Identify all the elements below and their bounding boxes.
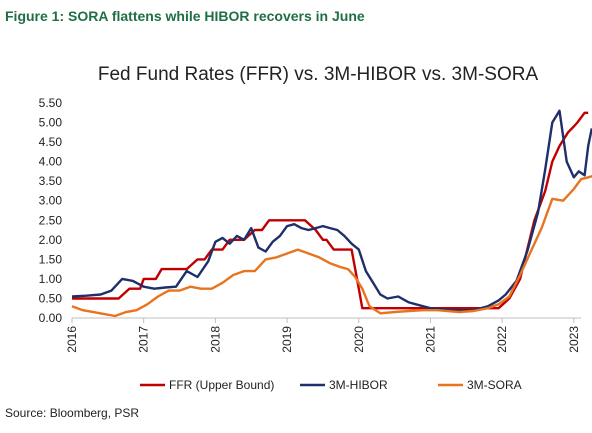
y-tick-label: 3.50 (39, 174, 63, 188)
y-tick-label: 2.50 (39, 213, 63, 227)
x-tick-label: 2020 (352, 326, 366, 353)
source-note: Source: Bloomberg, PSR (5, 406, 140, 420)
y-tick-label: 4.00 (39, 155, 63, 169)
y-tick-label: 2.00 (39, 233, 63, 247)
x-tick-label: 2022 (495, 326, 509, 353)
series-line-3m-hibor (71, 109, 592, 312)
series-line-ffr-upper-bound (72, 111, 589, 310)
legend-label-3m-hibor: 3M-HIBOR (329, 378, 388, 392)
chart-series (71, 109, 592, 318)
chart-title: Fed Fund Rates (FFR) vs. 3M-HIBOR vs. 3M… (98, 64, 539, 85)
chart-legend: FFR (Upper Bound) 3M-HIBOR 3M-SORA (140, 378, 522, 392)
x-tick-label: 2023 (567, 326, 581, 353)
y-tick-label: 0.00 (39, 311, 63, 325)
legend-label-3m-sora: 3M-SORA (467, 378, 522, 392)
y-tick-label: 1.00 (39, 272, 63, 286)
figure-title: Figure 1: SORA flattens while HIBOR reco… (5, 8, 365, 24)
y-tick-label: 4.50 (39, 135, 63, 149)
y-tick-label: 0.50 (39, 291, 63, 305)
chart-axes: 0.00 0.50 1.00 1.50 2.00 2.50 3.00 3.50 4.00 4.50… (39, 96, 581, 353)
series-line-3m-sora (71, 174, 592, 318)
y-tick-label: 1.50 (39, 252, 63, 266)
x-tick-label: 2017 (137, 326, 151, 353)
y-tick-label: 5.00 (39, 116, 63, 130)
y-tick-label: 3.00 (39, 194, 63, 208)
x-tick-label: 2018 (208, 326, 222, 353)
legend-label-ffr-upper-bound: FFR (Upper Bound) (169, 378, 274, 392)
x-tick-label: 2016 (65, 326, 79, 353)
x-tick-label: 2019 (280, 326, 294, 353)
x-tick-label: 2021 (423, 326, 437, 353)
y-tick-label: 5.50 (39, 96, 63, 110)
